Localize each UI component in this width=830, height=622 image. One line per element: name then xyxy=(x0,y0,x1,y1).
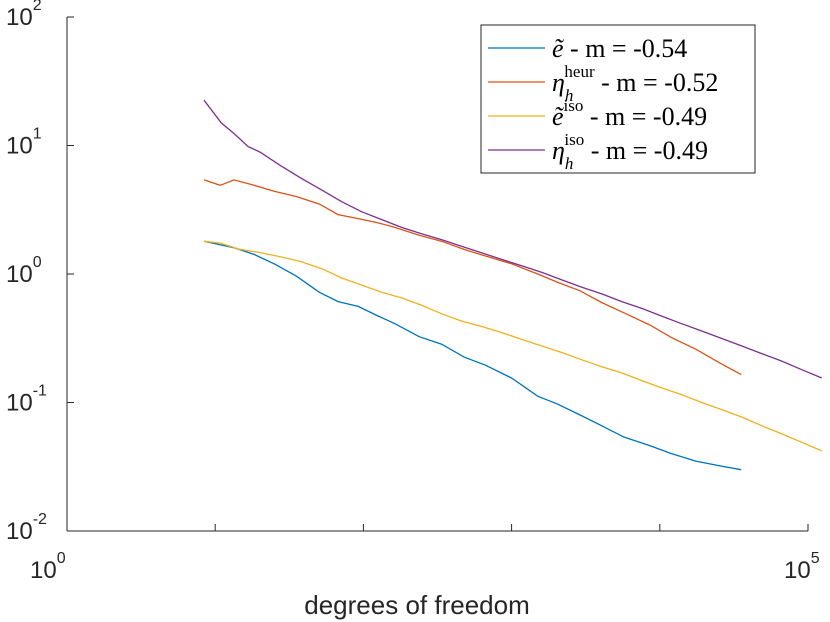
y-tick-label: 10-2 xyxy=(6,511,47,545)
legend-label-e_iso: ẽiso - m = -0.49 xyxy=(552,96,707,131)
legend-label-eta_iso: ηhiso - m = -0.49 xyxy=(552,130,708,173)
series-line-e_tilde xyxy=(203,240,742,471)
legend-box xyxy=(480,24,756,174)
x-axis-label: degrees of freedom xyxy=(304,590,529,620)
series-line-eta_iso xyxy=(203,99,823,379)
y-tick-label: 101 xyxy=(6,126,42,160)
y-axis-ticks: 10-2 10-1 100 101 102 xyxy=(6,0,74,545)
y-tick-label: 10-1 xyxy=(6,383,47,417)
x-axis-ticks: 100 105 xyxy=(30,524,820,584)
x-tick-label: 100 xyxy=(30,550,66,584)
series-line-eta_heur xyxy=(203,179,742,376)
plot-lines xyxy=(203,99,823,471)
y-tick-label: 100 xyxy=(6,254,42,288)
series-line-e_iso xyxy=(203,240,823,452)
legend-label-e_tilde: ẽ - m = -0.54 xyxy=(552,34,687,63)
y-tick-label: 102 xyxy=(6,0,42,31)
legend-label-eta_heur: ηhheur - m = -0.52 xyxy=(552,62,718,105)
x-tick-label: 105 xyxy=(784,550,820,584)
